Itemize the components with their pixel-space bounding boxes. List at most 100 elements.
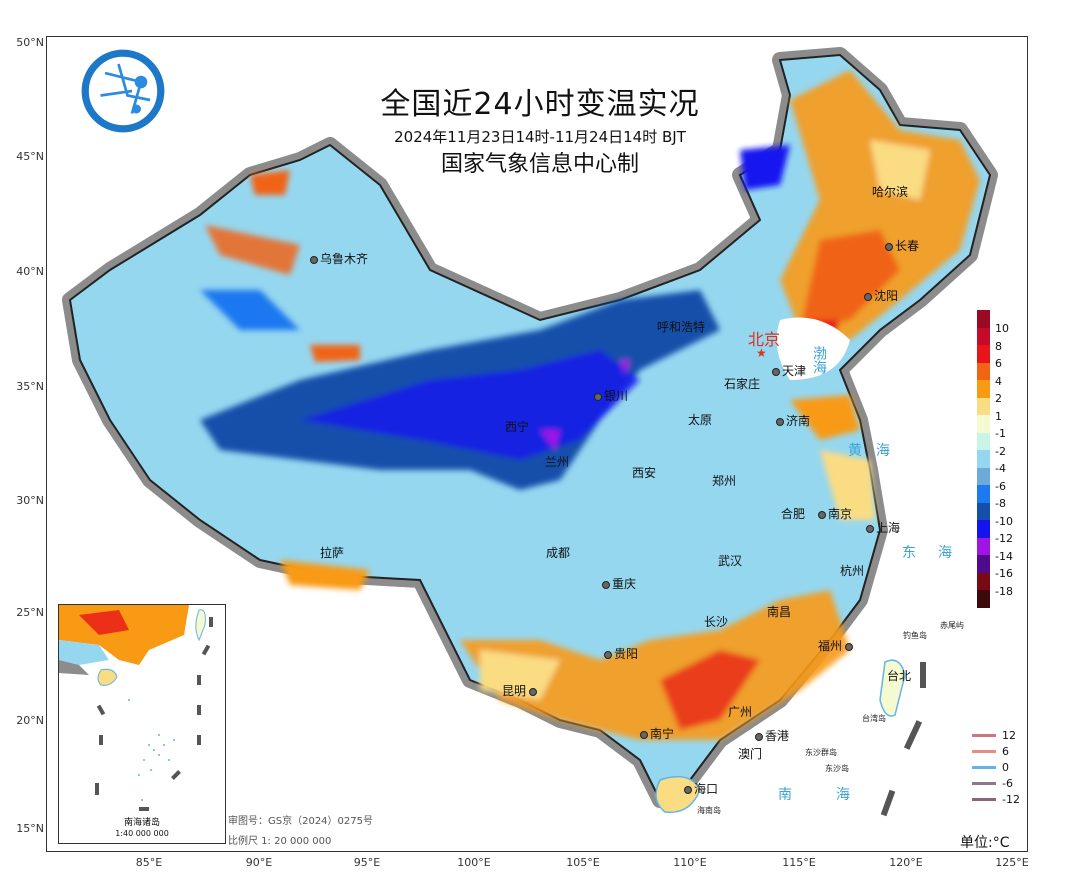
lon-tick: 125°E: [995, 856, 1029, 869]
city-label: 郑州: [712, 474, 737, 488]
capital-label: 北京: [748, 330, 781, 349]
city-label: 太原: [688, 413, 713, 427]
lon-tick: 90°E: [245, 856, 273, 869]
colorbar-label: -2: [995, 445, 1006, 458]
colorbar-cell: [977, 397, 990, 415]
lat-tick: 45°N: [16, 150, 44, 163]
issuer: 国家气象信息中心制: [440, 152, 639, 177]
lat-tick: 25°N: [16, 606, 44, 619]
contour-legend-item: 6: [972, 743, 1020, 759]
south-china-sea-inset: 南海诸岛 1:40 000 000: [58, 604, 226, 844]
lat-tick: 50°N: [16, 36, 44, 49]
colorbar-cell: [977, 485, 990, 503]
city-label: 台北: [887, 669, 912, 683]
colorbar-label: -8: [995, 497, 1006, 510]
inset-title: 南海诸岛: [123, 818, 160, 828]
colorbar-label: -1: [995, 427, 1006, 440]
city-label: 哈尔滨: [872, 185, 909, 199]
contour-legend-item: -6: [972, 775, 1020, 791]
colorbar-label: 8: [995, 340, 1002, 353]
colorbar-cell: [977, 432, 990, 450]
city-label: 西安: [632, 466, 657, 480]
colorbar-label: -12: [995, 532, 1013, 545]
lon-tick: 110°E: [673, 856, 707, 869]
city-label: 福州: [818, 637, 855, 654]
contour-legend: 12 6 0 -6 -12: [972, 727, 1020, 807]
colorbar-label: -6: [995, 480, 1006, 493]
city-label: 乌鲁木齐: [310, 250, 368, 267]
contour-legend-item: 12: [972, 727, 1020, 743]
city-label: 杭州: [840, 564, 865, 578]
colorbar-cell: [977, 345, 990, 363]
colorbar-cell: [977, 450, 990, 468]
city-label: 上海: [866, 519, 900, 536]
lon-tick: 115°E: [782, 856, 816, 869]
island-label: 东沙岛: [825, 764, 849, 773]
colorbar-cell: [977, 310, 990, 328]
city-label: 石家庄: [724, 377, 761, 391]
lon-tick: 100°E: [457, 856, 491, 869]
city-label: 天津: [772, 362, 806, 379]
colorbar-label: -4: [995, 462, 1006, 475]
contour-legend-item: 0: [972, 759, 1020, 775]
colorbar-legend: 10 8 6 4 2 1 -1 -2 -4 -6 -8 -10 -12 -14 …: [977, 310, 1013, 608]
lat-tick: 35°N: [16, 380, 44, 393]
colorbar-cell: [977, 415, 990, 433]
city-label: 武汉: [718, 554, 743, 568]
island-label: 钓鱼岛: [903, 631, 927, 640]
city-label: 拉萨: [320, 546, 345, 560]
inset-scale: 1:40 000 000: [115, 829, 169, 838]
colorbar-cell: [977, 502, 990, 520]
sea-label: 渤海: [811, 346, 827, 374]
city-label: 贵阳: [604, 645, 638, 662]
city-label: 合肥: [781, 507, 806, 521]
colorbar-label: 4: [995, 375, 1002, 388]
city-label: 南京: [818, 505, 852, 522]
capital-star-icon: ★: [756, 346, 767, 360]
inset-map: [59, 605, 213, 811]
island-label: 赤尾屿: [940, 621, 964, 630]
city-label: 海口: [684, 780, 718, 797]
island-label: 东沙群岛: [805, 748, 837, 757]
colorbar-label: -14: [995, 550, 1013, 563]
colorbar-label: 2: [995, 392, 1002, 405]
colorbar-cell: [977, 362, 990, 380]
city-label: 昆明: [502, 682, 539, 699]
island-label: 台湾岛: [862, 714, 886, 723]
city-label: 南昌: [767, 605, 792, 619]
colorbar-cell: [977, 467, 990, 485]
map-title: 全国近24小时变温实况: [380, 87, 700, 122]
city-label: 长春: [885, 237, 919, 254]
lat-tick: 30°N: [16, 494, 44, 507]
lat-tick: 40°N: [16, 265, 44, 278]
city-label: 澳门: [738, 747, 763, 761]
city-label: 广州: [728, 705, 753, 719]
lon-tick: 120°E: [889, 856, 923, 869]
colorbar-label: 6: [995, 357, 1002, 370]
island-label: 海南岛: [697, 806, 721, 815]
colorbar-cell: [977, 555, 990, 573]
city-label: 兰州: [545, 455, 570, 469]
lon-tick: 105°E: [566, 856, 600, 869]
colorbar-cell: [977, 380, 990, 398]
colorbar-label: -18: [995, 585, 1013, 598]
sea-label: 南海: [778, 787, 894, 803]
sea-label: 黄海: [848, 443, 904, 459]
unit-label: 单位:°C: [960, 835, 1010, 851]
city-label: 西宁: [505, 420, 530, 434]
time-range: 2024年11月23日14时-11月24日14时 BJT: [394, 128, 686, 146]
title-block: 全国近24小时变温实况 2024年11月23日14时-11月24日14时 BJT…: [330, 86, 750, 180]
map-approval-number: 审图号：GS京（2024）0275号: [228, 816, 373, 827]
colorbar-label: 1: [995, 410, 1002, 423]
colorbar-label: -16: [995, 567, 1013, 580]
city-label: 南宁: [640, 725, 674, 742]
lon-tick: 85°E: [135, 856, 163, 869]
city-label: 重庆: [602, 575, 636, 592]
colorbar-label: -10: [995, 515, 1013, 528]
lon-tick: 95°E: [353, 856, 381, 869]
colorbar-cell: [977, 572, 990, 590]
map-scale: 比例尺 1: 20 000 000: [228, 836, 332, 847]
city-label: 成都: [546, 546, 571, 560]
city-label: 济南: [776, 412, 810, 429]
